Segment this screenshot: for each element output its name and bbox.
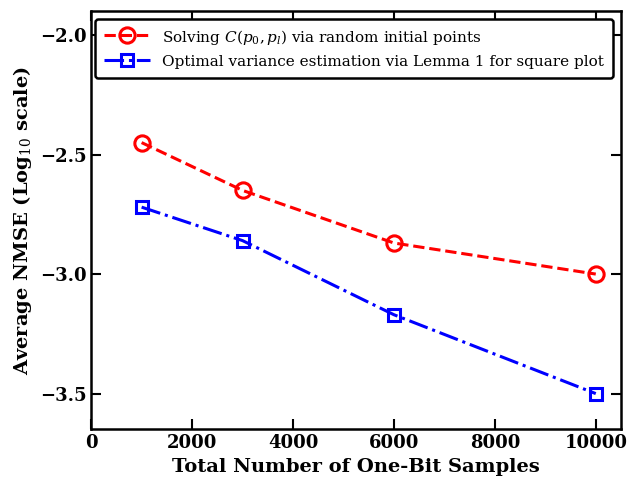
Optimal variance estimation via Lemma 1 for square plot: [239, 238, 246, 244]
Optimal variance estimation via Lemma 1 for square plot: [138, 204, 145, 210]
Solving $C(p_0,p_l)$ via random initial points: [390, 240, 398, 246]
Optimal variance estimation via Lemma 1 for square plot: [390, 312, 398, 318]
Legend: Solving $C(p_0,p_l)$ via random initial points, Optimal variance estimation via : Solving $C(p_0,p_l)$ via random initial …: [95, 19, 613, 78]
Solving $C(p_0,p_l)$ via random initial points: [239, 187, 246, 193]
Line: Solving $C(p_0,p_l)$ via random initial points: Solving $C(p_0,p_l)$ via random initial …: [134, 135, 604, 281]
Optimal variance estimation via Lemma 1 for square plot: [592, 391, 600, 396]
Line: Optimal variance estimation via Lemma 1 for square plot: Optimal variance estimation via Lemma 1 …: [136, 201, 602, 400]
Solving $C(p_0,p_l)$ via random initial points: [592, 271, 600, 277]
Y-axis label: Average NMSE (Log$_{10}$ scale): Average NMSE (Log$_{10}$ scale): [11, 66, 34, 375]
X-axis label: Total Number of One-Bit Samples: Total Number of One-Bit Samples: [172, 458, 540, 476]
Solving $C(p_0,p_l)$ via random initial points: [138, 140, 145, 146]
